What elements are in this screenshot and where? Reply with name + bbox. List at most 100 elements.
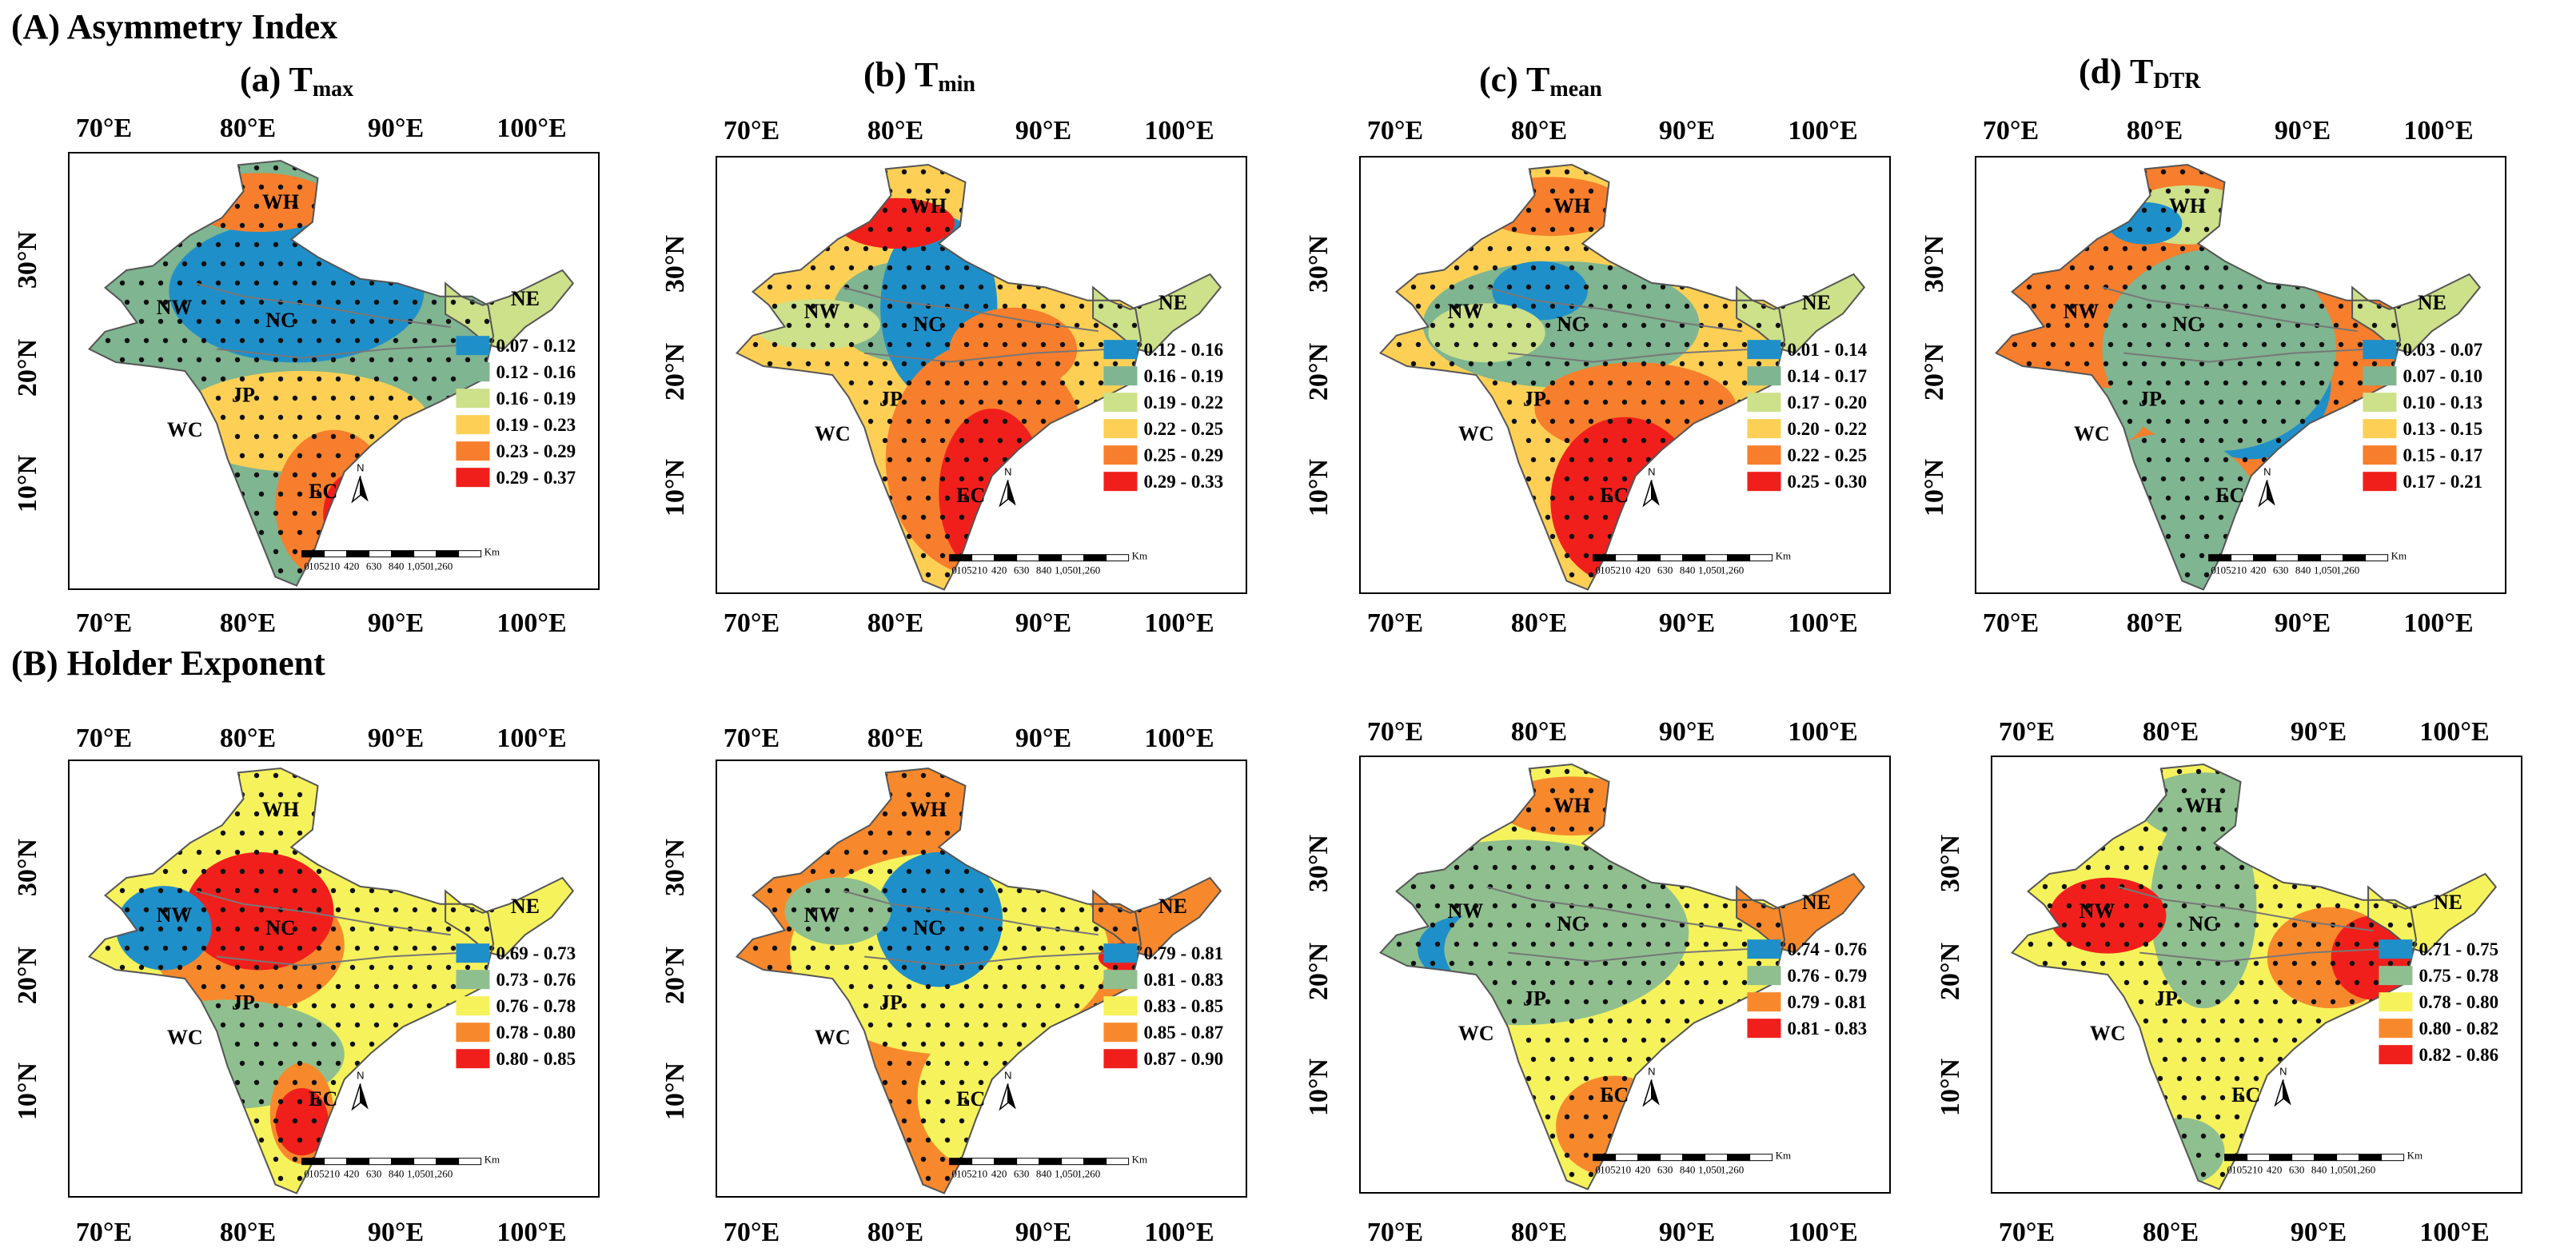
scale-label: 630 [1657,1164,1673,1176]
legend-label: 0.13 - 0.15 [2403,419,2482,439]
map-panel-2: WH NW NC NE JP WC EC 0.12 - 0.16 0.16 - 0.19 0.19… [716,156,1247,594]
lon-tick-top: 100°E [2419,717,2489,747]
legend-label: 0.17 - 0.20 [1787,393,1867,413]
region-label-jp: JP [879,991,903,1014]
legend: 0.74 - 0.76 0.76 - 0.79 0.79 - 0.81 0.81 - … [1747,939,1867,1039]
region-boundary [864,348,1120,363]
legend-swatch [1747,393,1781,413]
region-label-ec: EC [1600,1083,1629,1106]
lon-tick-top: 90°E [2291,717,2347,747]
north-arrow-icon: N [351,461,369,504]
lon-tick-bottom: 80°E [2143,1218,2199,1247]
lon-tick-bottom: 80°E [220,1218,276,1247]
legend: 0.07 - 0.12 0.12 - 0.16 0.16 - 0.19 0.19 - … [456,336,576,488]
north-arrow-icon: N [351,1069,369,1111]
legend-swatch [1103,419,1138,439]
lon-tick-top: 100°E [1788,717,1857,747]
legend-label: 0.81 - 0.83 [1787,1019,1867,1039]
north-arrow-icon: N [999,1069,1016,1111]
lat-tick-left: 20°N [13,946,42,1004]
lon-tick-bottom: 70°E [76,608,132,638]
legend-label: 0.16 - 0.19 [1143,366,1223,386]
region-boundary [1508,348,1764,363]
lon-tick-bottom: 100°E [1144,608,1214,638]
scale-label: 840 [2295,564,2311,576]
lon-tick-bottom: 70°E [1367,608,1423,638]
region-label-nw: NW [157,296,193,319]
legend-label: 0.19 - 0.22 [1143,393,1223,413]
lon-tick-top: 80°E [1511,717,1567,747]
country-outline [1378,163,1786,591]
scale-label: 105210 [309,560,340,572]
lon-tick-bottom: 90°E [1659,1218,1715,1247]
zone-fill [1093,878,1221,957]
scale-label: 420 [344,1168,360,1180]
zone-fill [445,270,573,349]
legend-label: 0.83 - 0.85 [1143,996,1223,1016]
north-arrow-icon: N [1642,1065,1660,1107]
legend-swatch [1103,1023,1138,1043]
region-label-nc: NC [913,916,943,939]
scale-label: 0 [304,560,309,572]
region-label-jp: JP [879,387,903,410]
ne-outline [445,876,575,958]
lon-tick-bottom: 80°E [2127,608,2183,638]
legend-label: 0.12 - 0.16 [1143,340,1223,360]
section-a-title: (A) Asymmetry Index [11,7,338,46]
legend-label: 0.29 - 0.33 [1143,472,1223,492]
region-label-jp: JP [1523,387,1546,410]
scale-label: 1,050 [407,560,430,572]
legend-label: 0.12 - 0.16 [496,362,576,382]
country-outline [87,767,495,1194]
zone-fill [2368,874,2496,953]
lon-tick-top: 100°E [1144,724,1214,753]
lon-tick-top: 90°E [368,724,424,753]
region-label-ec: EC [309,480,337,503]
north-label: N [1004,465,1011,477]
lon-tick-top: 90°E [368,114,424,143]
legend-swatch [2363,340,2397,360]
lon-tick-bottom: 80°E [220,608,276,638]
scale-label: 1,260 [1721,1164,1744,1176]
region-label-ne: NE [511,895,540,918]
north-arrow-icon: N [1642,465,1660,508]
section-b-title: (B) Holder Exponent [11,644,325,683]
legend-label: 0.22 - 0.25 [1787,445,1867,465]
lon-tick-top: 80°E [220,114,276,143]
legend: 0.79 - 0.81 0.81 - 0.83 0.83 - 0.85 0.85 - … [1103,943,1223,1069]
legend: 0.71 - 0.75 0.75 - 0.78 0.78 - 0.80 0.80 - … [2379,939,2498,1065]
lon-tick-top: 70°E [1367,717,1423,747]
scale-label: 105210 [956,564,987,576]
map-axes-1: 70°E70°E80°E80°E90°E90°E100°E100°E30°N30… [13,114,592,638]
lon-tick-top: 80°E [867,116,923,146]
scale-unit: Km [1776,550,1792,562]
legend-swatch [1747,992,1781,1012]
lon-tick-bottom: 70°E [1367,1218,1423,1247]
north-label: N [2279,1065,2287,1077]
legend-label: 0.14 - 0.17 [1787,366,1867,386]
legend-label: 0.25 - 0.30 [1787,472,1867,492]
legend: 0.01 - 0.14 0.14 - 0.17 0.17 - 0.20 0.20 - … [1747,340,1868,492]
legend-label: 0.78 - 0.80 [496,1023,576,1043]
legend-label: 0.69 - 0.73 [496,943,576,963]
scale-unit: Km [1776,1150,1792,1162]
legend-label: 0.22 - 0.25 [1143,419,1223,439]
scale-label: 840 [389,1168,405,1180]
legend-swatch [1747,939,1781,959]
scale-label: 420 [2251,564,2267,576]
region-boundary [864,951,1120,967]
legend-label: 0.76 - 0.79 [1787,966,1867,986]
legend-label: 0.07 - 0.10 [2403,366,2482,386]
region-label-ne: NE [511,287,540,310]
lat-tick-left: 10°N [13,1062,42,1120]
scale-label: 1,050 [1055,1168,1078,1180]
legend: 0.69 - 0.73 0.73 - 0.76 0.76 - 0.78 0.78 - … [456,943,576,1069]
legend-swatch [1103,943,1138,963]
region-label-nw: NW [157,903,193,927]
region-boundary [195,282,451,329]
region-label-wc: WC [1458,422,1494,445]
scale-label: 630 [1657,564,1673,576]
region-label-nc: NC [2188,912,2219,935]
region-label-wc: WC [815,1026,851,1049]
